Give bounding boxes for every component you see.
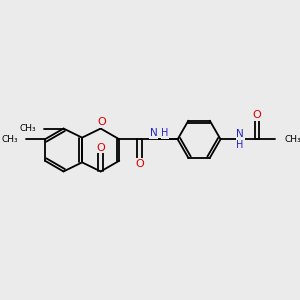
Text: O: O [135,159,144,169]
Text: CH₃: CH₃ [1,135,18,144]
Text: CH₃: CH₃ [20,124,37,133]
Text: H: H [236,140,244,150]
Text: H: H [161,128,169,138]
Text: O: O [253,110,261,120]
Text: O: O [98,118,106,128]
Text: N: N [236,129,244,139]
Text: O: O [96,143,105,153]
Text: N: N [150,128,158,138]
Text: CH₃: CH₃ [285,135,300,144]
